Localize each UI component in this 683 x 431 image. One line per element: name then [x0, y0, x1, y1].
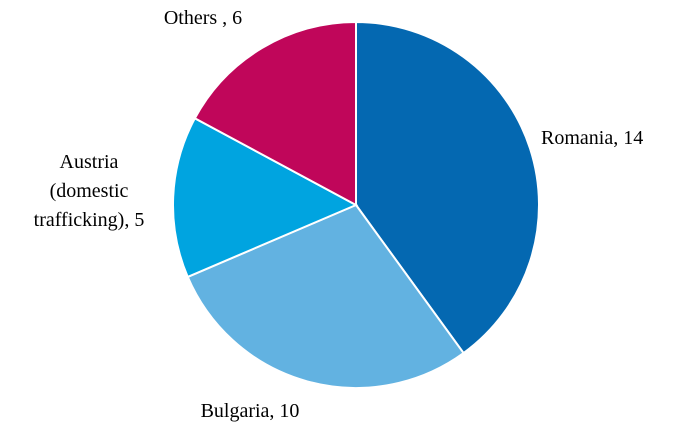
slice-label: Bulgaria, 10: [200, 400, 300, 422]
pie-slice: [193, 20, 357, 207]
pie-slice: [355, 20, 540, 355]
slice-label: Austria (domestic trafficking), 5: [33, 151, 145, 231]
pie-slice: [172, 116, 359, 279]
slice-label: Romania, 14: [541, 127, 644, 149]
slice-label: Others , 6: [163, 7, 243, 29]
pie-slice: [186, 203, 465, 389]
